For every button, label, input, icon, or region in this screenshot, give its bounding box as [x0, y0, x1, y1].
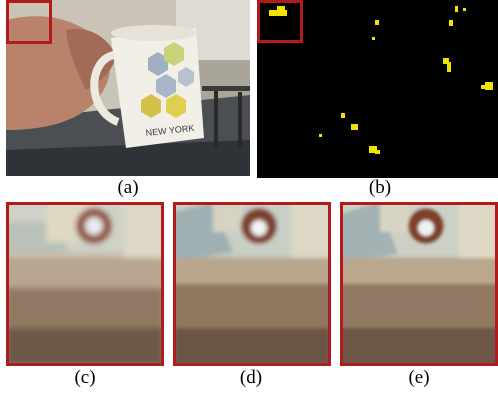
caption-a: (a) — [117, 177, 139, 198]
panel-a-photo: NEW YORK — [6, 0, 250, 176]
zoom-frame-d — [173, 202, 331, 366]
zoom-crop-e-illustration — [340, 202, 498, 366]
panel-c-zoom — [6, 202, 164, 366]
caption-b: (b) — [368, 177, 392, 198]
highlight-region-box-mask — [257, 0, 303, 43]
caption-e: (e) — [408, 367, 430, 388]
zoom-frame-c — [6, 202, 164, 366]
highlight-region-box — [6, 0, 52, 44]
caption-c: (c) — [74, 367, 96, 388]
zoom-crop-c-illustration — [6, 202, 164, 366]
detection-mask-illustration — [257, 0, 498, 178]
zoom-frame-e — [340, 202, 498, 366]
panel-b-mask — [257, 0, 498, 178]
zoom-crop-d-illustration — [173, 202, 331, 366]
panel-e-zoom — [340, 202, 498, 366]
mug-photo-illustration: NEW YORK — [6, 0, 250, 176]
caption-d: (d) — [239, 367, 263, 388]
panel-d-zoom — [173, 202, 331, 366]
